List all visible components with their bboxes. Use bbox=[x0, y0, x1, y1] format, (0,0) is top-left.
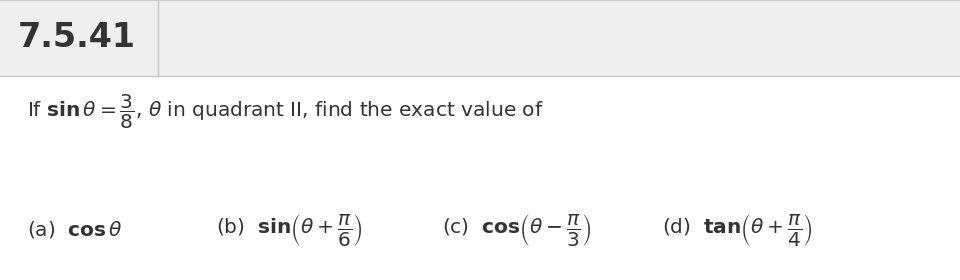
Text: 7.5.41: 7.5.41 bbox=[17, 21, 135, 54]
Text: If $\mathbf{sin}\,\theta = \dfrac{3}{8}$, $\theta$ in quadrant II, find the exac: If $\mathbf{sin}\,\theta = \dfrac{3}{8}$… bbox=[27, 93, 543, 131]
Text: (d)  $\mathbf{tan}\left(\theta+\dfrac{\pi}{4}\right)$: (d) $\mathbf{tan}\left(\theta+\dfrac{\pi… bbox=[662, 212, 813, 248]
Text: (c)  $\mathbf{cos}\left(\theta-\dfrac{\pi}{3}\right)$: (c) $\mathbf{cos}\left(\theta-\dfrac{\pi… bbox=[442, 212, 591, 248]
FancyBboxPatch shape bbox=[0, 0, 960, 76]
Text: (a)  $\mathbf{cos}\,\theta$: (a) $\mathbf{cos}\,\theta$ bbox=[27, 219, 123, 240]
Text: (b)  $\mathbf{sin}\left(\theta+\dfrac{\pi}{6}\right)$: (b) $\mathbf{sin}\left(\theta+\dfrac{\pi… bbox=[216, 212, 363, 248]
